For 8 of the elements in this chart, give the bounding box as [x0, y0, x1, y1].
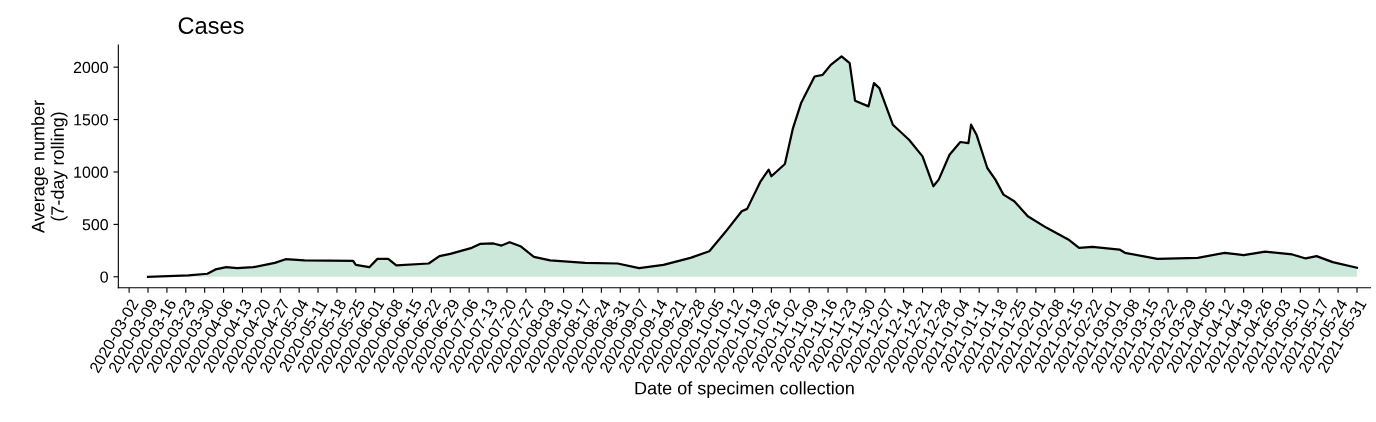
- y-tick-label: 1500: [74, 114, 108, 126]
- y-tick-label: 500: [82, 219, 108, 231]
- chart-title: Cases: [178, 17, 244, 34]
- x-axis-title: Date of specimen collection: [635, 381, 854, 399]
- y-tick-label: 1000: [74, 166, 108, 178]
- y-axis-title: Average number (7-day rolling): [31, 100, 68, 234]
- y-tick-label: 0: [100, 271, 108, 283]
- y-tick-label: 2000: [73, 61, 108, 74]
